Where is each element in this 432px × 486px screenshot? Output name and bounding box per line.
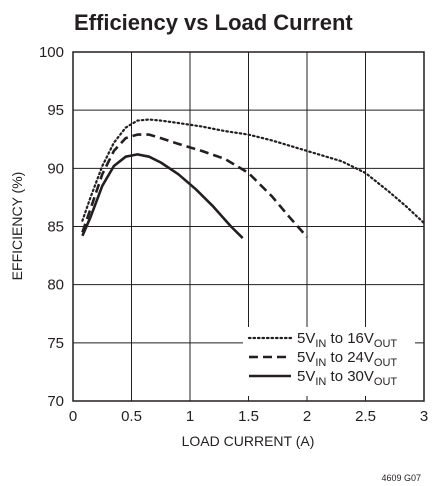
legend-label-part: 5V — [297, 368, 315, 385]
x-tick-label: 0 — [69, 408, 77, 425]
y-tick-label: 90 — [47, 160, 64, 177]
legend-label-subscript: OUT — [374, 357, 398, 369]
legend-label: 5VIN to 30VOUT — [297, 368, 397, 388]
legend-label-part: to 24V — [326, 349, 374, 366]
legend-label-subscript: IN — [315, 357, 326, 369]
legend-label-part: to 16V — [326, 330, 374, 347]
x-tick-label: 1.5 — [238, 408, 259, 425]
y-tick-label: 100 — [39, 44, 64, 61]
legend-label: 5VIN to 16VOUT — [297, 330, 397, 350]
y-tick-label: 95 — [47, 102, 64, 119]
legend-label-subscript: IN — [315, 376, 326, 388]
y-tick-label: 75 — [47, 335, 64, 352]
x-tick-label: 3 — [420, 408, 428, 425]
x-tick-label: 1 — [186, 408, 194, 425]
legend-label: 5VIN to 24VOUT — [297, 349, 397, 369]
x-tick-labels: 0 0.5 1 1.5 2 2.5 3 — [69, 408, 428, 425]
y-axis-label: EFFICIENCY (%) — [9, 172, 25, 281]
plot-area — [72, 51, 425, 402]
y-tick-label: 70 — [47, 393, 64, 410]
legend-label-part: to 30V — [326, 368, 374, 385]
legend-label-subscript: IN — [315, 338, 326, 350]
y-tick-label: 80 — [47, 277, 64, 294]
x-axis-label: LOAD CURRENT (A) — [182, 433, 315, 449]
x-tick-label: 2 — [303, 408, 311, 425]
series-lines — [81, 118, 426, 240]
x-tick-label: 2.5 — [355, 408, 376, 425]
y-tick-labels: 70 75 80 85 90 95 100 — [39, 44, 64, 410]
chart-title: Efficiency vs Load Current — [74, 10, 353, 35]
series-line-solid — [81, 153, 244, 240]
x-tick-label: 0.5 — [121, 408, 142, 425]
legend-label-subscript: OUT — [374, 338, 398, 350]
series-line-dotted — [81, 118, 426, 225]
legend-label-part: 5V — [297, 330, 315, 347]
figure-id: 4609 G07 — [381, 473, 421, 483]
series-line-dashed — [81, 133, 308, 238]
y-tick-label: 85 — [47, 219, 64, 236]
legend-label-subscript: OUT — [374, 376, 398, 388]
legend-label-part: 5V — [297, 349, 315, 366]
